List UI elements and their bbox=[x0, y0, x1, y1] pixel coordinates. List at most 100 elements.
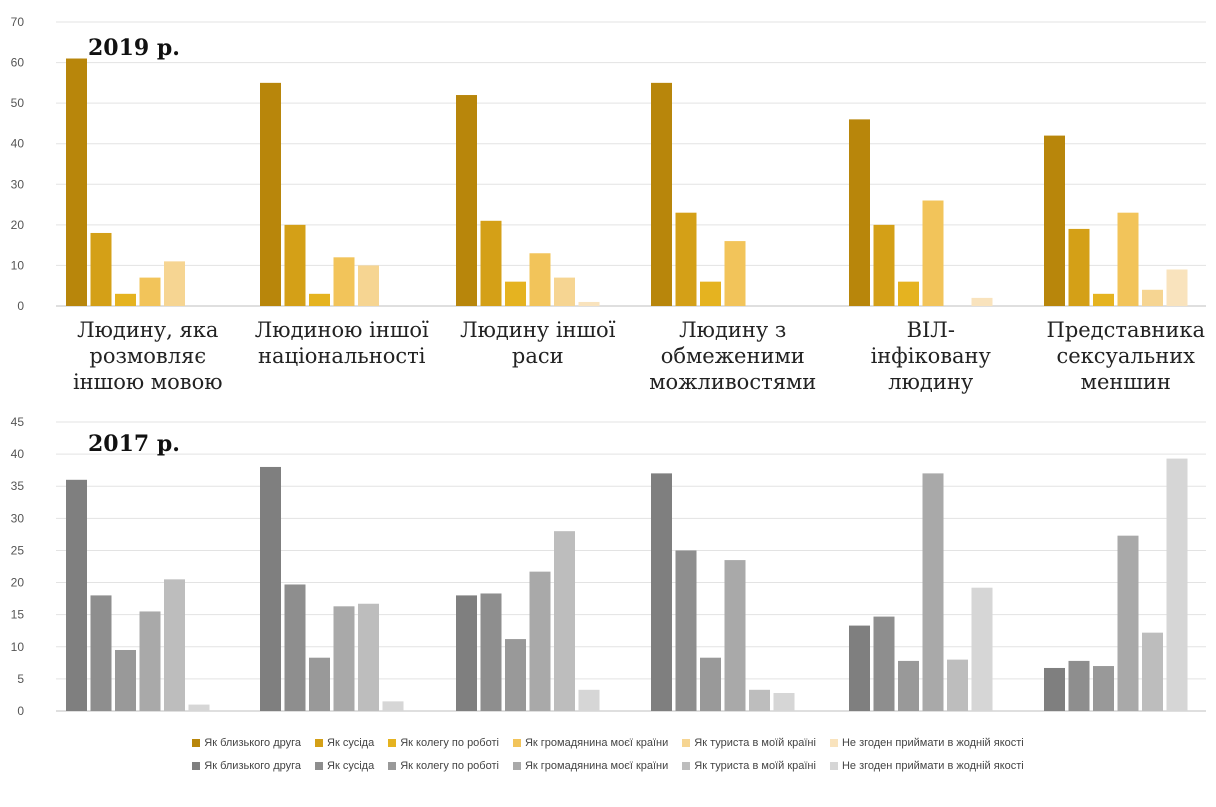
bar bbox=[480, 593, 502, 711]
category-label: Людиною іншої національності bbox=[255, 318, 429, 368]
bar bbox=[873, 616, 895, 711]
bar bbox=[724, 241, 746, 306]
bar bbox=[164, 261, 185, 306]
y-tick-label: 40 bbox=[11, 137, 25, 151]
legend-entry: Як колегу по роботі bbox=[388, 760, 499, 772]
bar bbox=[898, 281, 919, 306]
legend-entry: Як сусіда bbox=[315, 760, 374, 772]
bar bbox=[651, 473, 672, 711]
legend-entry: Як сусіда bbox=[315, 737, 374, 749]
bar bbox=[554, 277, 575, 306]
bar bbox=[1142, 632, 1163, 711]
legend-label: Як сусіда bbox=[327, 760, 375, 772]
category-label: Людину, яка розмовляє іншою мовою bbox=[73, 318, 223, 394]
legend-swatch bbox=[682, 762, 691, 770]
y-tick-label: 70 bbox=[11, 15, 25, 29]
y-tick-label: 0 bbox=[17, 299, 24, 313]
bar bbox=[1044, 667, 1065, 711]
bar bbox=[1068, 660, 1090, 711]
legend-2019: Як близького друга Як сусіда Як колегу по … bbox=[0, 737, 1216, 749]
bar bbox=[849, 625, 870, 711]
legend-label: Як сусіда bbox=[327, 737, 375, 749]
legend-2017: Як близького друга Як сусіда Як колегу по … bbox=[0, 760, 1216, 772]
legend-swatch bbox=[682, 739, 691, 747]
legend-swatch bbox=[388, 739, 397, 747]
bar bbox=[947, 659, 968, 711]
bar bbox=[139, 611, 161, 711]
bar bbox=[284, 584, 306, 711]
legend-swatch bbox=[315, 739, 324, 747]
y-tick-label: 10 bbox=[11, 258, 25, 272]
category-label: Людину іншої раси bbox=[460, 318, 616, 368]
bar bbox=[700, 281, 721, 306]
legend-entry: Як близького друга bbox=[192, 737, 301, 749]
y-tick-label: 50 bbox=[11, 96, 25, 110]
y-tick-label: 5 bbox=[17, 672, 24, 686]
chart-title: 2019 р. bbox=[88, 35, 180, 61]
bar bbox=[1068, 228, 1090, 306]
y-tick-label: 20 bbox=[11, 576, 25, 590]
chart-title: 2017 р. bbox=[88, 431, 180, 457]
legend-label: Як туриста в моїй країні bbox=[694, 737, 816, 749]
bar bbox=[873, 224, 895, 306]
legend-label: Як близького друга bbox=[204, 760, 302, 772]
legend-label: Як близького друга bbox=[204, 737, 302, 749]
legend-entry: Як громадянина моєї країни bbox=[512, 760, 669, 772]
bar bbox=[358, 603, 379, 711]
bar bbox=[675, 550, 697, 711]
bar bbox=[922, 473, 944, 711]
bar bbox=[456, 95, 477, 307]
bar bbox=[90, 232, 112, 306]
y-tick-label: 35 bbox=[11, 479, 25, 493]
legend-entry: Як близького друга bbox=[192, 760, 301, 772]
legend-swatch bbox=[512, 739, 521, 747]
y-tick-label: 15 bbox=[11, 608, 25, 622]
legend-label: Як туриста в моїй країні bbox=[694, 760, 816, 772]
bar bbox=[578, 301, 600, 306]
bar bbox=[971, 587, 993, 711]
bar bbox=[578, 689, 600, 711]
bar bbox=[333, 257, 355, 306]
bar bbox=[309, 293, 330, 306]
bar bbox=[260, 82, 281, 306]
chart-2019: 0 10 20 30 40 50 60 70 2019 р. Людину, яка розмовл… bbox=[11, 15, 1206, 394]
bar bbox=[1093, 666, 1114, 711]
legend-label: Не згоден приймати в жодній якості bbox=[841, 760, 1024, 772]
bar bbox=[1117, 212, 1139, 306]
bar bbox=[456, 595, 477, 711]
bar bbox=[309, 657, 330, 711]
bar bbox=[971, 297, 993, 306]
legend-label: Як громадянина моєї країни bbox=[524, 737, 669, 749]
legend-swatch bbox=[315, 762, 324, 770]
bar bbox=[849, 119, 870, 306]
y-tick-label: 45 bbox=[11, 415, 25, 429]
legend-entry: Як громадянина моєї країни bbox=[512, 737, 669, 749]
y-tick-label: 60 bbox=[11, 56, 25, 70]
bar bbox=[358, 265, 379, 306]
category-label: Представника сексуальних меншин bbox=[1047, 318, 1205, 394]
y-tick-label: 0 bbox=[17, 704, 24, 718]
bar bbox=[1166, 458, 1188, 711]
bar bbox=[480, 220, 502, 306]
legend-swatch bbox=[192, 762, 201, 770]
bar bbox=[529, 571, 551, 711]
bar bbox=[115, 649, 136, 711]
bar bbox=[1166, 269, 1188, 306]
bar bbox=[1044, 135, 1065, 306]
legend-entry: Як туриста в моїй країні bbox=[682, 737, 816, 749]
bar bbox=[188, 704, 210, 711]
y-tick-label: 30 bbox=[11, 177, 25, 191]
bar bbox=[1093, 293, 1114, 306]
legend-label: Як колегу по роботі bbox=[400, 737, 499, 749]
y-tick-label: 10 bbox=[11, 640, 25, 654]
legend-entry: Не згоден приймати в жодній якості bbox=[829, 737, 1024, 749]
bar bbox=[382, 701, 404, 711]
bar bbox=[675, 212, 697, 306]
bar bbox=[139, 277, 161, 306]
legend-entry: Як колегу по роботі bbox=[388, 737, 499, 749]
bar bbox=[898, 660, 919, 711]
legend-label: Як громадянина моєї країни bbox=[524, 760, 669, 772]
bar bbox=[333, 606, 355, 711]
legend-swatch bbox=[829, 739, 838, 747]
